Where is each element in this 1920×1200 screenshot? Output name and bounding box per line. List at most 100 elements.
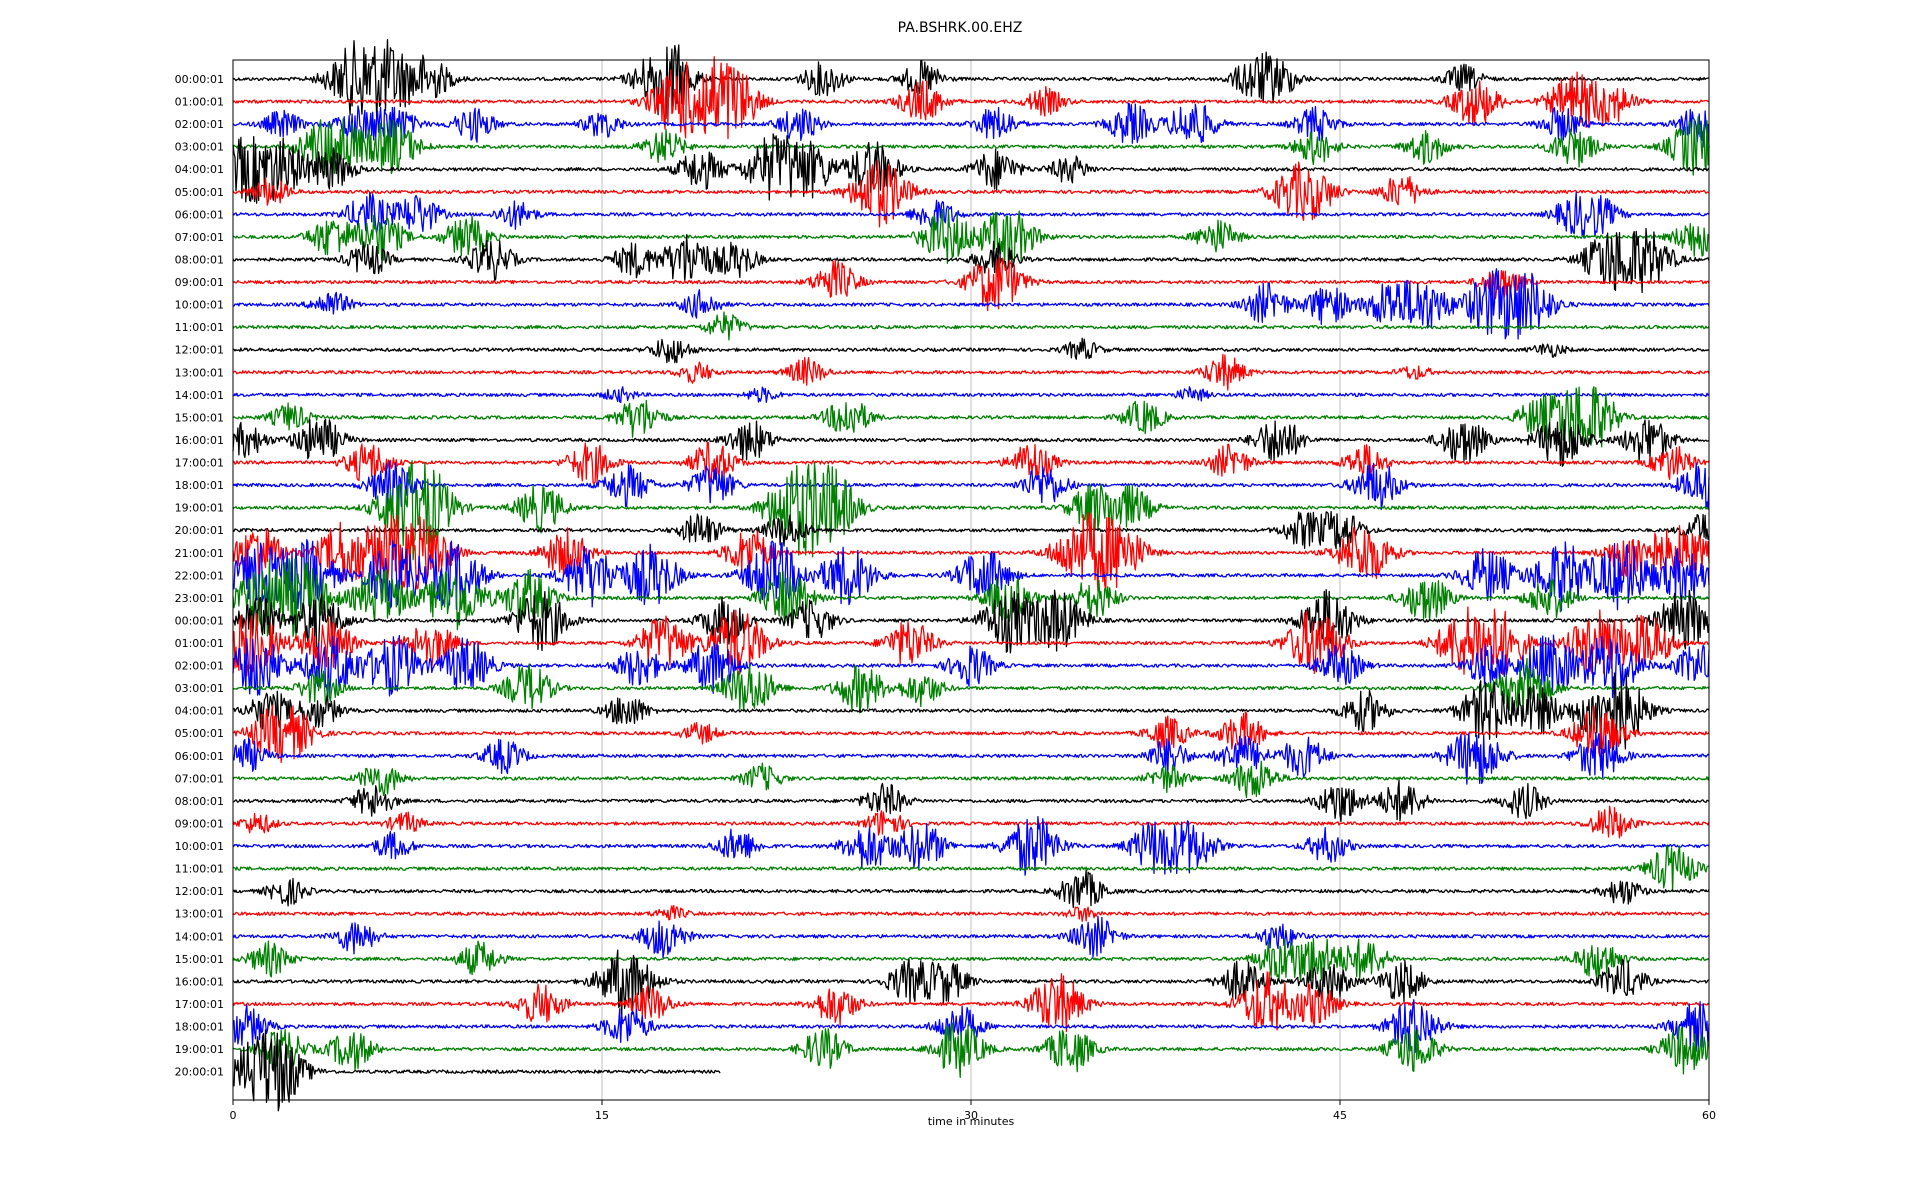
- trace-row: [232, 257, 1710, 312]
- row-label: 15:00:01: [175, 953, 224, 966]
- row-label: 18:00:01: [175, 1021, 224, 1034]
- row-label: 08:00:01: [175, 253, 224, 266]
- row-label: 09:00:01: [175, 817, 224, 830]
- trace-row: [232, 999, 1710, 1054]
- x-tick-label-30: 30: [964, 1109, 978, 1122]
- trace-row: [232, 386, 1710, 452]
- trace-row: [232, 779, 1710, 823]
- x-tick-label-15: 15: [595, 1109, 609, 1122]
- row-label: 02:00:01: [175, 118, 224, 131]
- row-label: 01:00:01: [175, 637, 224, 650]
- row-label: 18:00:01: [175, 479, 224, 492]
- row-label: 03:00:01: [175, 141, 224, 154]
- trace-row: [232, 949, 1709, 1017]
- row-label: 04:00:01: [175, 705, 224, 718]
- row-label: 21:00:01: [175, 547, 224, 560]
- trace-row: [232, 971, 1710, 1033]
- trace-row: [233, 657, 1710, 714]
- row-label: 05:00:01: [175, 727, 224, 740]
- traces: [232, 39, 1710, 1112]
- trace-row: [232, 510, 1710, 550]
- trace-row: [232, 606, 1710, 677]
- trace-row: [232, 815, 1710, 876]
- trace-row: [232, 460, 1710, 561]
- row-label: 14:00:01: [175, 930, 224, 943]
- trace-row: [232, 268, 1710, 340]
- trace-row: [232, 937, 1710, 982]
- trace-row: [232, 311, 1710, 341]
- x-tick-label-0: 0: [230, 1109, 237, 1122]
- trace-row: [232, 845, 1710, 893]
- row-label: 16:00:01: [175, 975, 224, 988]
- row-label: 07:00:01: [175, 231, 224, 244]
- row-label: 05:00:01: [175, 186, 224, 199]
- x-tick-label-45: 45: [1333, 1109, 1347, 1122]
- trace-row: [232, 191, 1710, 239]
- row-label: 06:00:01: [175, 208, 224, 221]
- x-tick-label-60: 60: [1702, 1109, 1716, 1122]
- row-label: 15:00:01: [175, 411, 224, 424]
- row-label: 16:00:01: [175, 434, 224, 447]
- row-label: 13:00:01: [175, 908, 224, 921]
- row-label: 10:00:01: [175, 840, 224, 853]
- row-label: 22:00:01: [175, 569, 224, 582]
- row-label: 13:00:01: [175, 366, 224, 379]
- row-label: 08:00:01: [175, 795, 224, 808]
- trace-row: [232, 208, 1710, 267]
- row-label: 07:00:01: [175, 772, 224, 785]
- trace-row: [232, 704, 1710, 764]
- row-label: 01:00:01: [175, 96, 224, 109]
- trace-row: [232, 227, 1710, 294]
- trace-row: [232, 460, 1710, 511]
- row-label: 23:00:01: [175, 592, 224, 605]
- trace-row: [232, 760, 1710, 799]
- row-label: 00:00:01: [175, 73, 224, 86]
- row-label: 11:00:01: [175, 863, 224, 876]
- trace-row: [232, 869, 1710, 909]
- trace-row: [232, 634, 1710, 699]
- chart-title: PA.BSHRK.00.EHZ: [897, 20, 1023, 36]
- row-label: 20:00:01: [175, 1066, 224, 1079]
- trace-row: [232, 1029, 721, 1112]
- row-label: 14:00:01: [175, 389, 224, 402]
- trace-row: [232, 418, 1710, 467]
- trace-row: [232, 160, 1710, 228]
- row-label: 19:00:01: [175, 502, 224, 515]
- row-label: 20:00:01: [175, 524, 224, 537]
- trace-row: [232, 353, 1710, 391]
- trace-row: [232, 1022, 1710, 1078]
- trace-row: [232, 805, 1710, 839]
- x-axis-label: time in minutes: [928, 1115, 1015, 1128]
- trace-row: [232, 386, 1710, 404]
- trace-row: [232, 588, 1710, 654]
- x-axis-ticks: 0 15 30 45 60: [230, 1100, 1716, 1122]
- trace-row: [232, 39, 1710, 120]
- trace-row: [232, 133, 1710, 204]
- row-label: 17:00:01: [175, 457, 224, 470]
- trace-row: [232, 116, 1710, 176]
- row-label: 02:00:01: [175, 660, 224, 673]
- trace-row: [232, 915, 1710, 959]
- row-label: 00:00:01: [175, 614, 224, 627]
- trace-row: [232, 102, 1710, 148]
- trace-row: [232, 672, 1710, 751]
- row-label: 06:00:01: [175, 750, 224, 763]
- row-label: 10:00:01: [175, 299, 224, 312]
- trace-row: [232, 511, 1710, 592]
- row-label: 12:00:01: [175, 344, 224, 357]
- row-labels: 00:00:01 01:00:01 02:00:01 03:00:01 04:00:01…: [175, 73, 224, 1079]
- row-label: 04:00:01: [175, 163, 224, 176]
- row-label: 11:00:01: [175, 321, 224, 334]
- row-label: 09:00:01: [175, 276, 224, 289]
- trace-row: [232, 558, 1710, 638]
- row-label: 03:00:01: [175, 682, 224, 695]
- trace-row: [232, 441, 1710, 485]
- row-label: 19:00:01: [175, 1043, 224, 1056]
- trace-row: [232, 904, 1710, 922]
- row-label: 12:00:01: [175, 885, 224, 898]
- trace-row: [232, 731, 1710, 785]
- trace-row: [232, 337, 1710, 364]
- trace-row: [232, 56, 1710, 140]
- row-label: 17:00:01: [175, 998, 224, 1011]
